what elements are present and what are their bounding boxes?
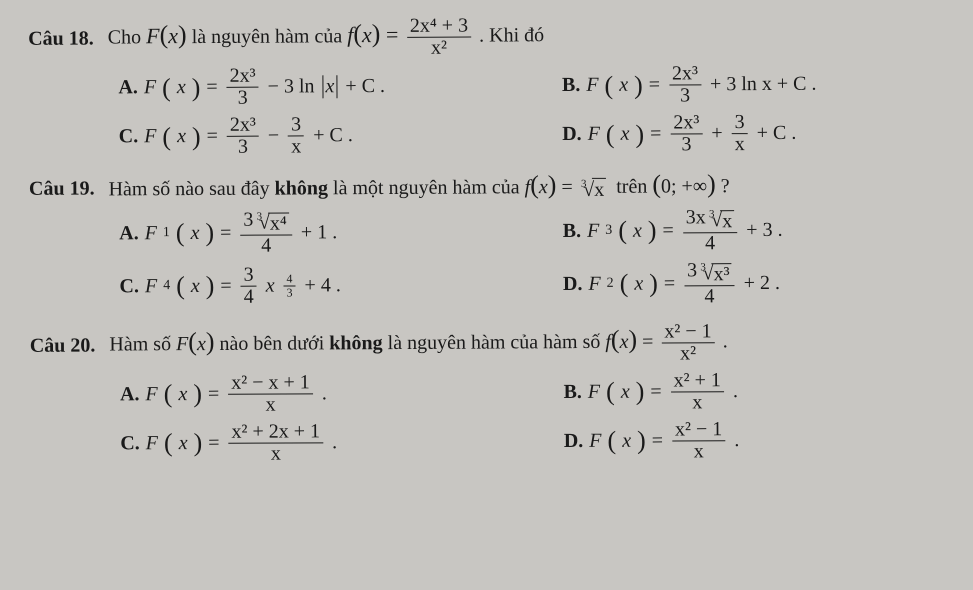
q20-stem: Câu 20. Hàm số F(x) nào bên dưới không l… [30,320,947,368]
q18-opt-d: D. F(x) = 2x³3 + 3x + C . [562,111,946,156]
q19-opt-c: C. F4(x) = 34 x43 + 4 . [119,261,503,310]
q19-stem: Câu 19. Hàm số nào sau đây không là một … [29,168,946,205]
question-20: Câu 20. Hàm số F(x) nào bên dưới không l… [30,320,948,466]
q19-label: Câu 19. [29,177,95,200]
q18-text: Cho F(x) là nguyên hàm của f(x) = 2x⁴ + … [108,15,545,60]
q20-text: Hàm số F(x) nào bên dưới không là nguyên… [109,321,728,367]
q20-label: Câu 20. [30,334,96,357]
q19-options: A. F1(x) = 33√x⁴ 4 + 1 . B. F3(x) = 3x3√… [119,206,947,310]
q19-text: Hàm số nào sau đây không là một nguyên h… [108,169,729,204]
q18-options: A. F(x) = 2x³3 − 3 lnx + C . B. F(x) = 2… [118,62,945,158]
q20-options: A. F(x) = x² − x + 1x . B. F(x) = x² + 1… [120,369,947,465]
question-19: Câu 19. Hàm số nào sau đây không là một … [29,168,947,310]
q19-opt-b: B. F3(x) = 3x3√x 4 + 3 . [563,206,947,255]
question-18: Câu 18. Cho F(x) là nguyên hàm của f(x) … [28,13,946,159]
q18-stem: Câu 18. Cho F(x) là nguyên hàm của f(x) … [28,13,945,61]
q20-opt-d: D. F(x) = x² − 1x . [564,418,948,463]
q19-opt-a: A. F1(x) = 33√x⁴ 4 + 1 . [119,208,503,257]
q18-opt-a: A. F(x) = 2x³3 − 3 lnx + C . [118,64,502,109]
q19-opt-d: D. F2(x) = 33√x³ 4 + 2 . [563,259,947,308]
q20-opt-c: C. F(x) = x² + 2x + 1x . [120,420,504,465]
q18-opt-b: B. F(x) = 2x³3 + 3 ln x + C . [562,62,946,107]
q18-opt-c: C. F(x) = 2x³3 − 3x + C . [119,113,503,158]
q20-opt-b: B. F(x) = x² + 1x . [563,369,947,414]
q20-opt-a: A. F(x) = x² − x + 1x . [120,371,504,416]
q18-label: Câu 18. [28,28,94,51]
